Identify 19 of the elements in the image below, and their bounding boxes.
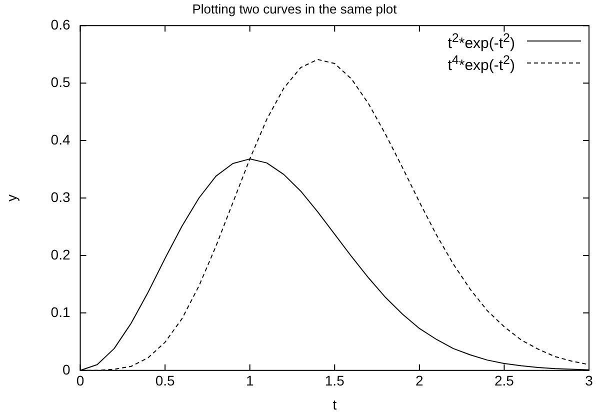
y-tick-label: 0.3 <box>50 188 70 205</box>
y-tick-label: 0.4 <box>50 131 70 148</box>
y-axis-title: y <box>3 194 20 202</box>
legend-label: t$^{2}$*exp(-t$^{2}$) <box>448 30 515 52</box>
x-axis-title: t <box>332 396 337 412</box>
x-tick-label: 1 <box>246 372 254 389</box>
x-tick-label: 0 <box>76 372 84 389</box>
y-tick-label: 0.1 <box>50 304 70 320</box>
x-tick-label: 2.5 <box>494 372 514 389</box>
chart-title: Plotting two curves in the same plot <box>192 1 398 16</box>
y-tick-label: 0.6 <box>50 16 70 32</box>
y-tick-label: 0.2 <box>50 246 70 262</box>
y-tick-label: 0 <box>62 361 70 378</box>
x-tick-label: 0.5 <box>155 372 175 389</box>
y-tick-label: 0.5 <box>50 74 70 90</box>
x-tick-label: 1.5 <box>324 372 345 389</box>
legend-label: t$^{4}$*exp(-t$^{2}$) <box>448 52 515 74</box>
x-tick-label: 2 <box>416 372 424 389</box>
x-tick-label: 3 <box>585 372 594 389</box>
